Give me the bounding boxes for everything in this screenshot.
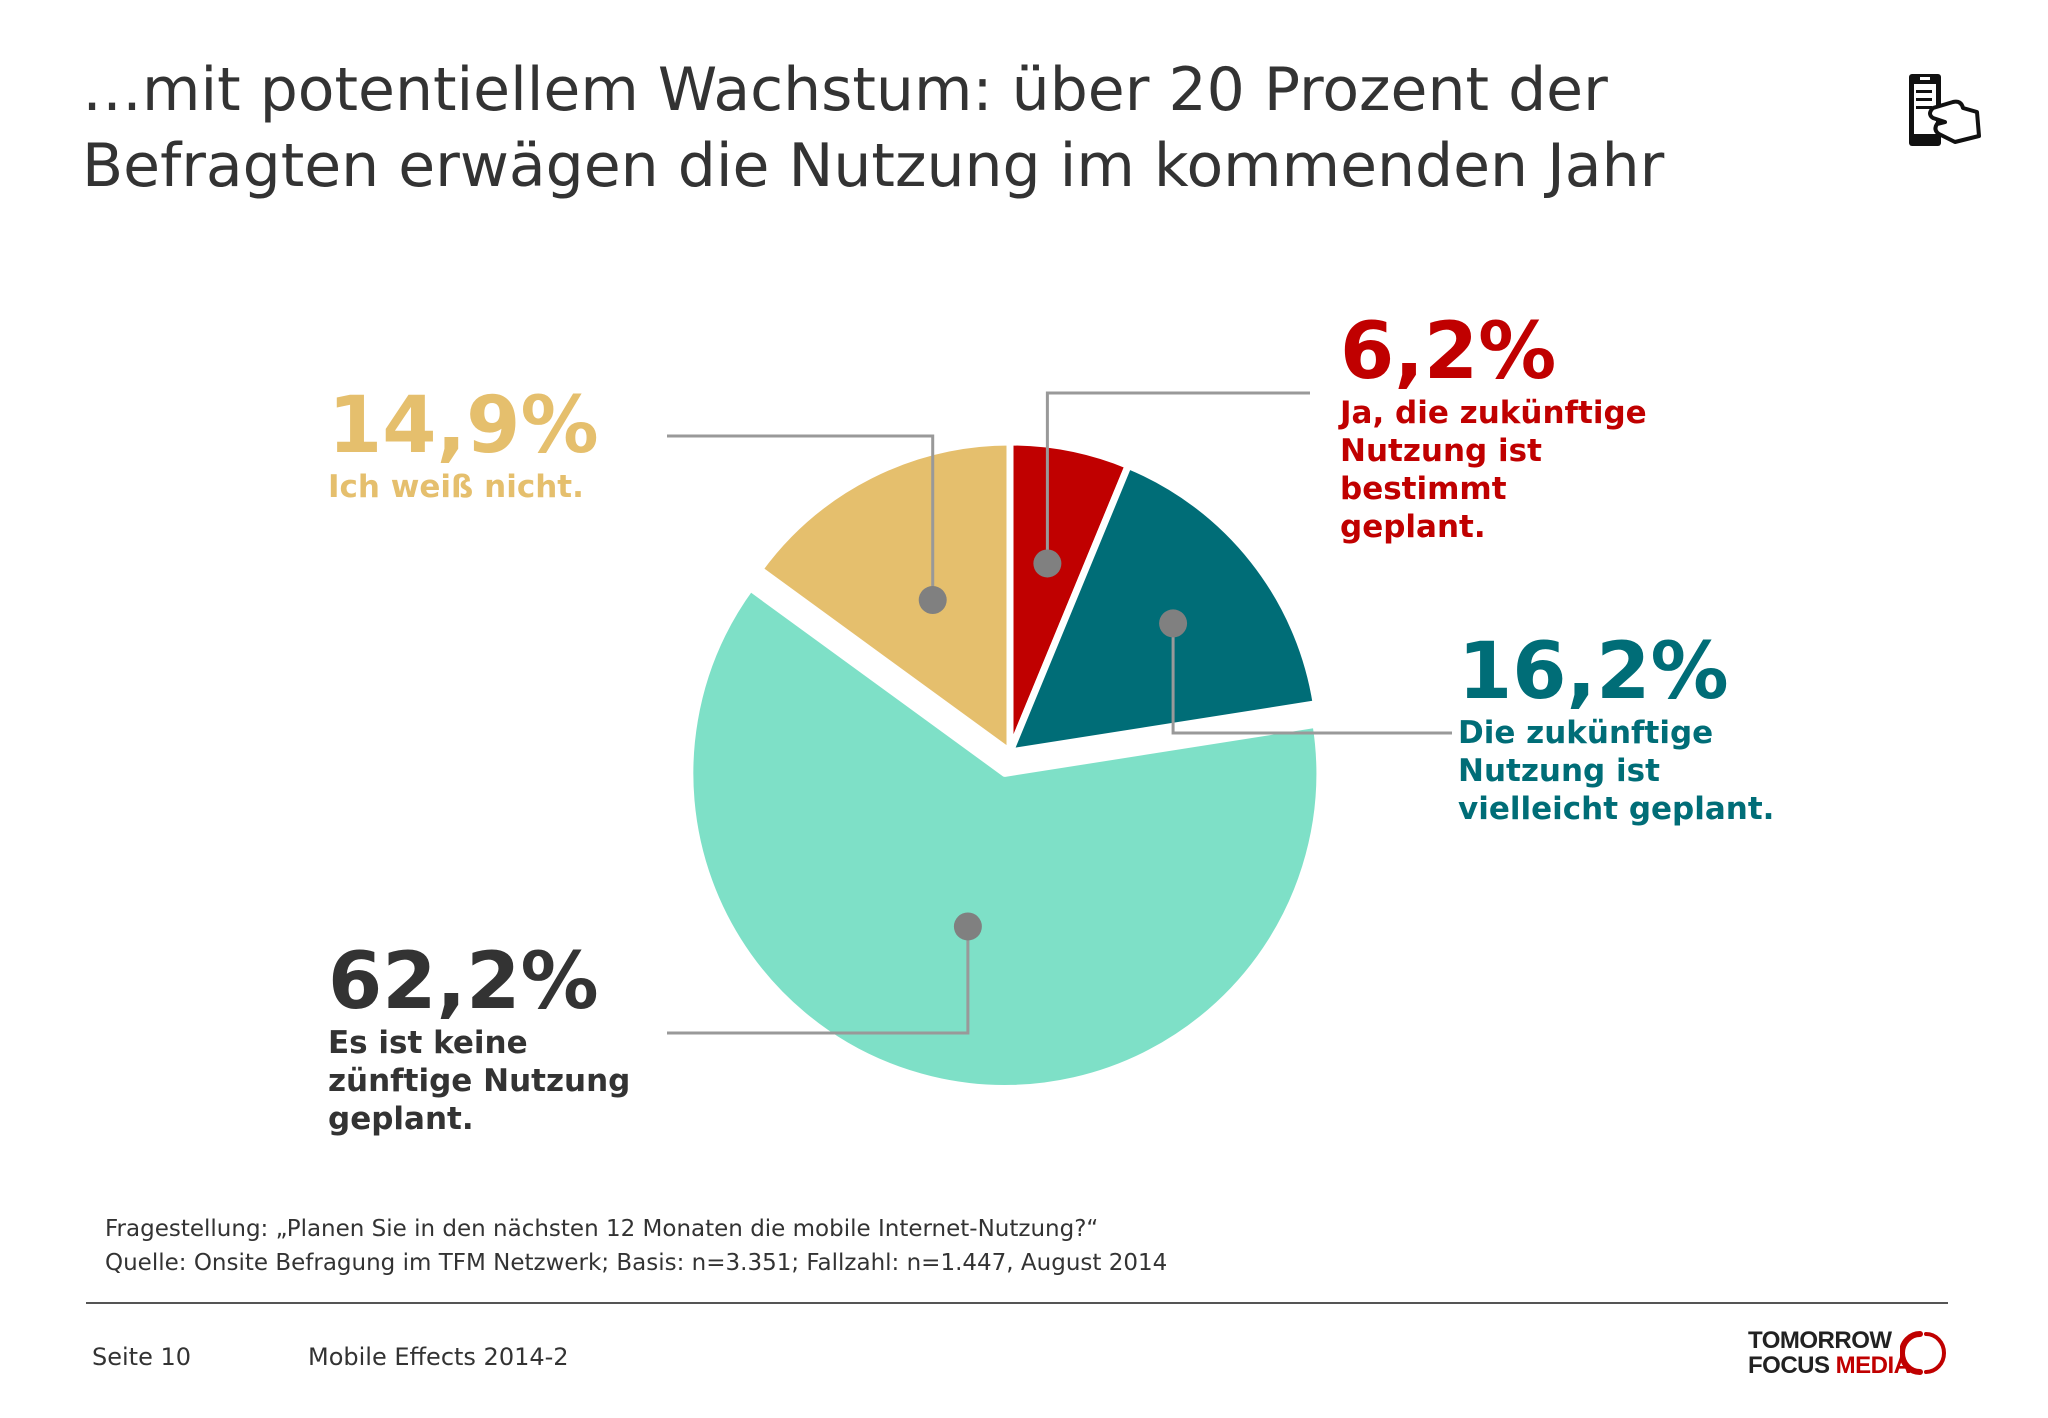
logo-arc-icon bbox=[1900, 1331, 1946, 1375]
leader-line bbox=[1045, 391, 1310, 564]
pie-slices bbox=[686, 438, 1324, 1092]
slice-description: geplant. bbox=[1340, 509, 1486, 545]
chart-notes: Fragestellung: „Planen Sie in den nächst… bbox=[105, 1212, 1167, 1280]
leader-lines bbox=[667, 391, 1452, 1035]
logo-text-line-1: TOMORROW bbox=[1748, 1327, 1892, 1354]
source-note: Quelle: Onsite Befragung im TFM Netzwerk… bbox=[105, 1250, 1168, 1276]
slice-label-weiss-nicht: 14,9% Ich weiß nicht. bbox=[328, 384, 599, 506]
slice-marker bbox=[1159, 609, 1188, 638]
mobile-hand-icon bbox=[1909, 74, 1981, 146]
slice-marker bbox=[1033, 549, 1062, 578]
slice-description: Nutzung ist bbox=[1340, 433, 1542, 469]
leader-line bbox=[1171, 623, 1452, 735]
title-line-2: Befragten erwägen die Nutzung im kommend… bbox=[82, 131, 1665, 201]
slice-description: vielleicht geplant. bbox=[1458, 791, 1775, 827]
slice-description: zünftige Nutzung bbox=[328, 1063, 631, 1099]
slice-label-ja: 6,2% Ja, die zukünftige Nutzung ist best… bbox=[1340, 310, 1647, 546]
slice-description: Die zukünftige bbox=[1458, 715, 1714, 751]
pie-slice bbox=[755, 438, 1014, 756]
slice-marker bbox=[953, 912, 982, 941]
leader-line bbox=[667, 926, 970, 1035]
logo-text-line-2: FOCUS MEDIA bbox=[1748, 1352, 1911, 1379]
report-name: Mobile Effects 2014-2 bbox=[308, 1343, 569, 1371]
page-number: Seite 10 bbox=[92, 1343, 192, 1371]
slice-description: geplant. bbox=[328, 1101, 474, 1137]
slice-markers bbox=[918, 549, 1188, 941]
leader-line bbox=[667, 434, 935, 601]
slice-percent: 6,2% bbox=[1340, 307, 1557, 397]
slice-label-vielleicht: 16,2% Die zukünftige Nutzung ist viellei… bbox=[1458, 630, 1774, 828]
page-title: …mit potentiellem Wachstum: über 20 Proz… bbox=[82, 52, 1902, 204]
slice-marker bbox=[918, 586, 947, 615]
slice-description: Es ist keine bbox=[328, 1025, 528, 1061]
slice-description: bestimmt bbox=[1340, 471, 1507, 507]
tomorrow-focus-media-logo: TOMORROW FOCUS MEDIA bbox=[1748, 1326, 1948, 1380]
slice-percent: 16,2% bbox=[1458, 627, 1729, 717]
slice-percent: 14,9% bbox=[328, 381, 599, 471]
slice-description: Nutzung ist bbox=[1458, 753, 1660, 789]
footer-divider bbox=[86, 1302, 1948, 1304]
question-note: Fragestellung: „Planen Sie in den nächst… bbox=[105, 1216, 1099, 1242]
pie-slice bbox=[1006, 461, 1320, 756]
slice-description: Ich weiß nicht. bbox=[328, 469, 584, 505]
slice-percent: 62,2% bbox=[328, 937, 599, 1027]
slice-description: Ja, die zukünftige bbox=[1340, 395, 1647, 431]
slice-label-keine: 62,2% Es ist keine zünftige Nutzung gepl… bbox=[328, 940, 630, 1138]
pie-slice bbox=[686, 584, 1324, 1092]
title-line-1: …mit potentiellem Wachstum: über 20 Proz… bbox=[82, 55, 1608, 125]
